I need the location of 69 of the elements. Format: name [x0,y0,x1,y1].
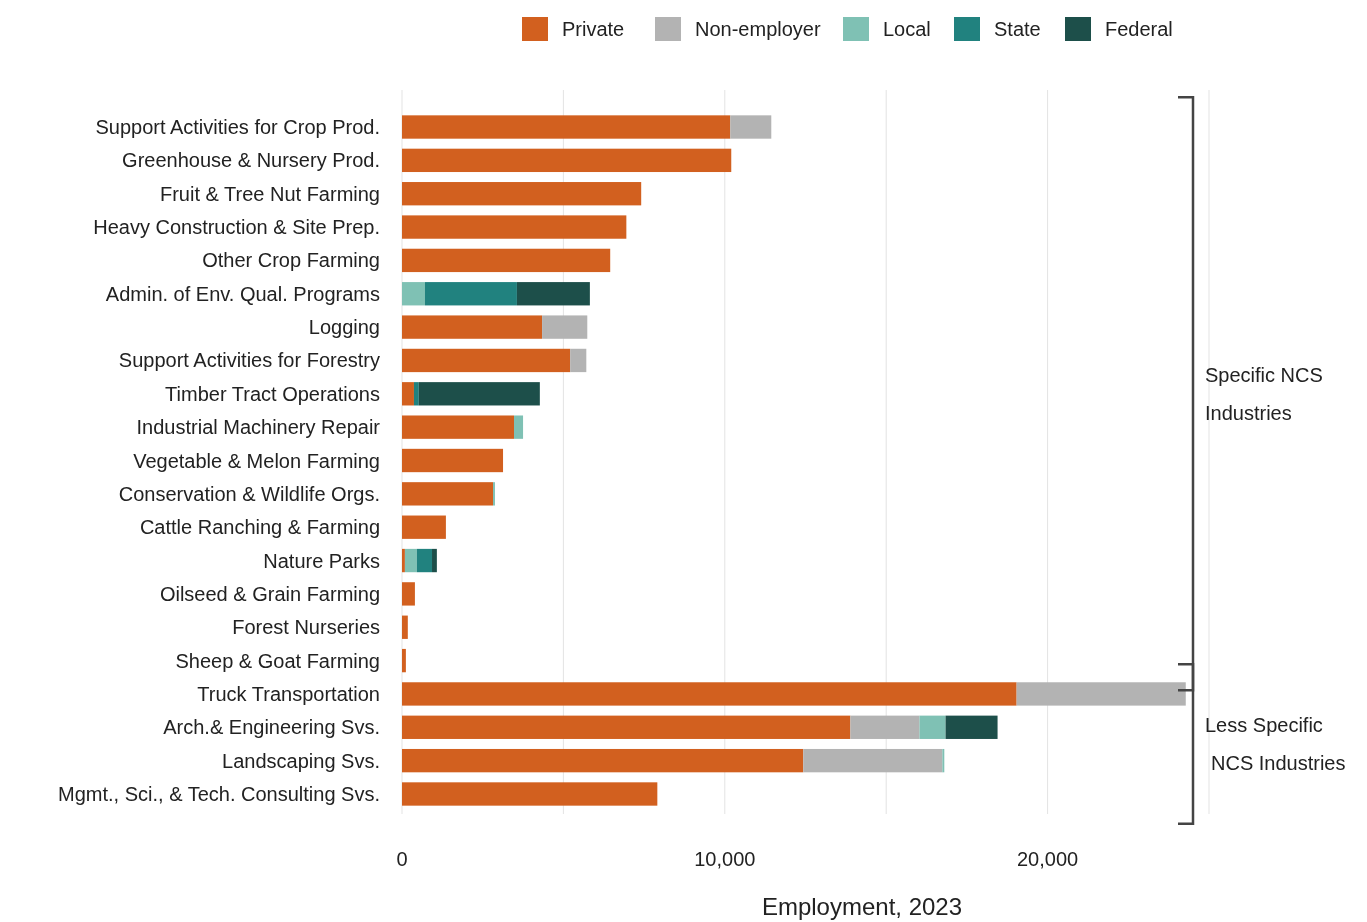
bar [432,548,437,573]
bar [402,382,414,406]
bar [424,282,517,306]
bar [418,382,540,406]
bar [570,348,587,373]
bar [402,282,425,306]
bar [402,648,406,673]
x-tick-label: 10,000 [694,848,756,870]
bar [402,682,1017,706]
bar [919,715,946,739]
bar [402,715,851,739]
bar [803,748,943,773]
legend-label: Federal [1105,18,1173,40]
y-tick-label: Forest Nurseries [232,616,380,639]
y-tick-label: Nature Parks [263,549,380,572]
bar [402,215,627,239]
bar [416,548,433,573]
y-tick-label: Greenhouse & Nursery Prod. [122,149,380,172]
y-tick-label: Industrial Machinery Repair [136,416,381,439]
y-tick-label: Other Crop Farming [202,249,380,272]
bar [516,282,590,306]
bar [402,248,611,273]
bar [402,348,571,373]
annotation: Specific NCS Industries [1205,363,1323,424]
legend-label: Non-employer [695,18,821,40]
bar [514,415,524,439]
bar [402,582,415,606]
y-tick-label: Oilseed & Grain Farming [159,582,380,605]
bar [402,148,732,173]
legend-label: Local [883,18,931,40]
bar [402,615,408,639]
bar [730,115,772,139]
y-tick-label: Heavy Construction & Site Prep. [93,216,380,239]
bar [413,382,419,406]
bar [402,482,494,506]
bar [1016,682,1186,706]
y-tick-label: Timber Tract Operations [165,382,380,405]
legend-label: State [994,18,1041,40]
y-tick-label: Arch.& Engineering Svs. [163,716,380,739]
y-tick-label: Vegetable & Melon Farming [133,449,380,472]
y-tick-label: Sheep & Goat Farming [175,649,380,672]
bar [402,415,515,439]
y-tick-label: Support Activities for Forestry [118,349,380,372]
bar [402,548,405,573]
x-tick-label: 0 [396,848,408,870]
bar [402,515,446,539]
y-tick-label: Truck Transportation [197,682,380,705]
legend-label: Private [562,18,625,40]
bar [850,715,920,739]
y-tick-label: Conservation & Wildlife Orgs. [118,482,380,505]
bar [402,115,731,139]
bar [402,782,658,806]
y-tick-label: Fruit & Tree Nut Farming [159,182,380,205]
bar [402,448,504,473]
y-tick-label: Landscaping Svs. [222,749,380,772]
y-tick-label: Logging [308,316,380,339]
bar [542,315,588,339]
annotation: Less Specific NCS Industries [1205,713,1346,774]
x-tick-label: 20,000 [1017,848,1079,870]
bar [402,748,804,773]
y-tick-label: Mgmt., Sci., & Tech. Consulting Svs. [58,782,380,805]
x-axis-title: Employment, 2023 [761,893,963,920]
bar [402,315,543,339]
y-tick-label: Support Activities for Crop Prod. [95,116,380,139]
bar [945,715,998,739]
y-tick-label: Admin. of Env. Qual. Programs [105,282,380,305]
bar [402,182,642,206]
y-tick-label: Cattle Ranching & Farming [139,516,380,539]
bar [404,548,417,573]
